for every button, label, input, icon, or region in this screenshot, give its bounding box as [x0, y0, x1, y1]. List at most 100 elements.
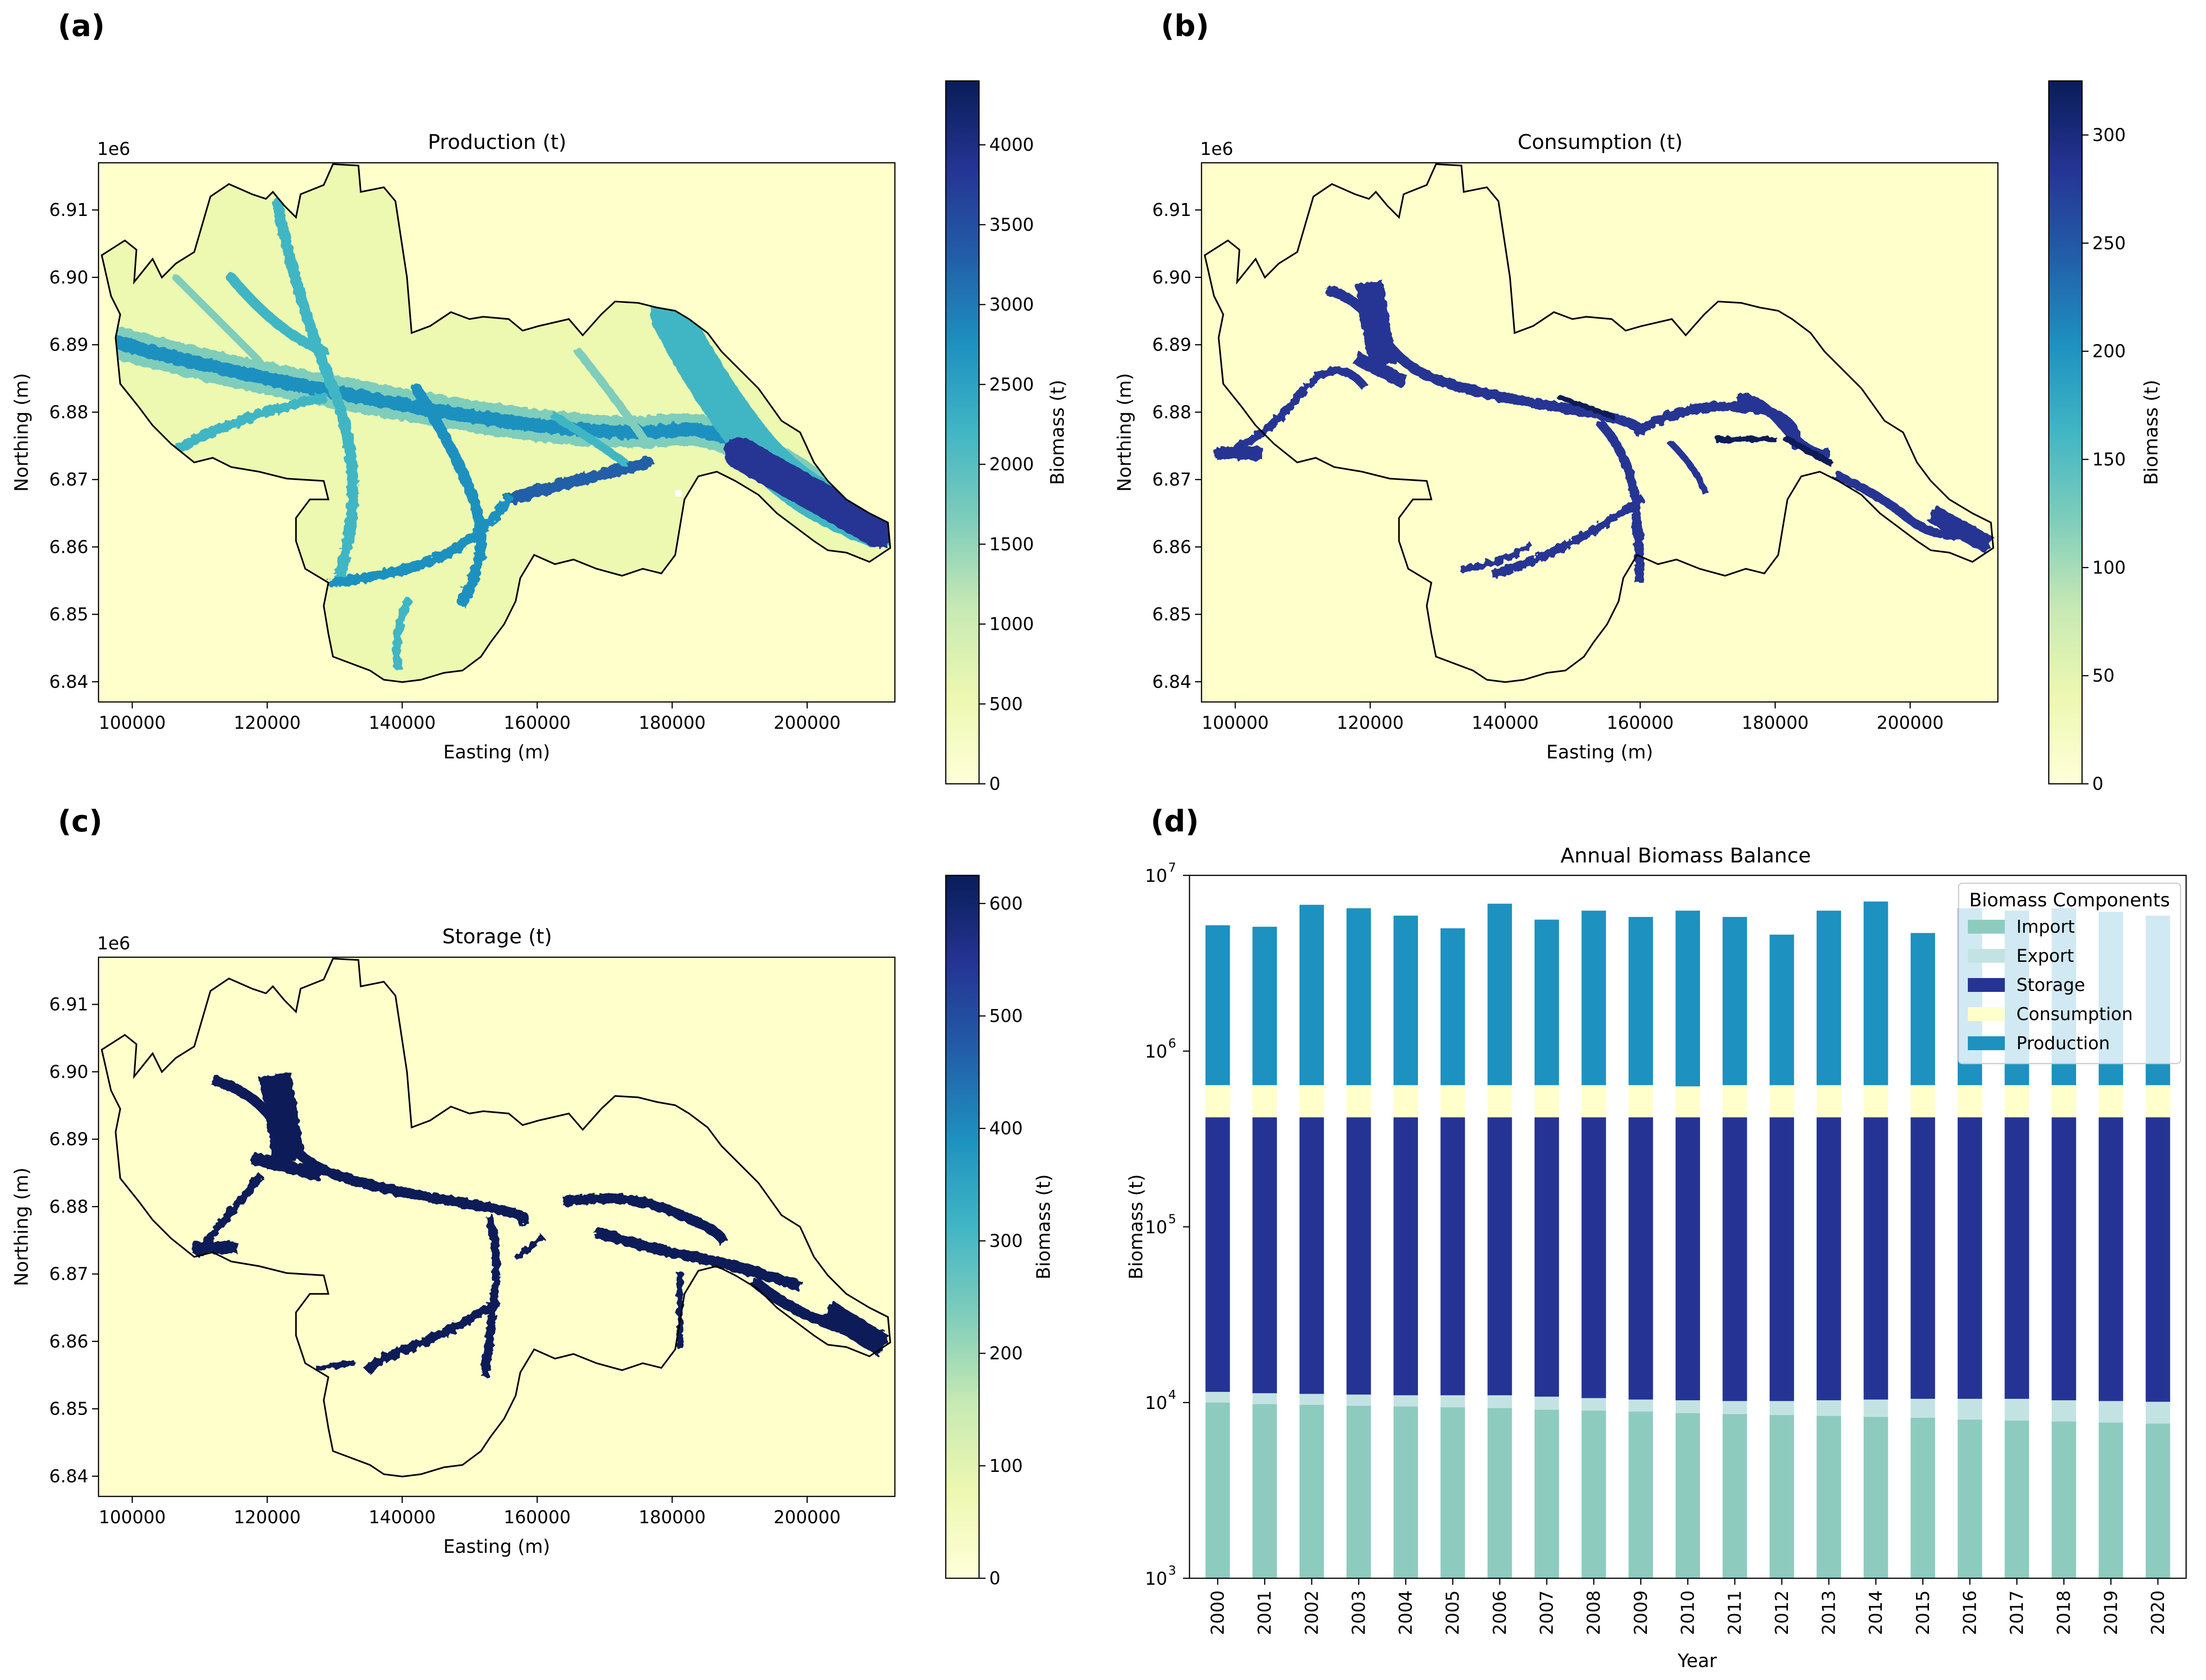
bar-consumption-2008	[1581, 1085, 1606, 1118]
annual-balance-panel: (d) Annual Biomass Balance 10 310 410 510 61…	[1126, 805, 2187, 1672]
bar-consumption-2002	[1299, 1085, 1324, 1118]
bar-production-2006	[1487, 904, 1512, 1085]
production-panel: (a) Production (t) 1e6	[11, 9, 1068, 794]
colorbar-tick-label: 500	[989, 694, 1023, 714]
bar-consumption-2001	[1252, 1085, 1277, 1118]
bar-import-2018	[2052, 1422, 2077, 1578]
bar-production-2008	[1581, 911, 1606, 1085]
x-axis-label: Easting (m)	[1546, 742, 1653, 763]
bar-import-2011	[1722, 1414, 1747, 1578]
map-background	[1202, 163, 1998, 702]
bar-storage-2014	[1863, 1117, 1888, 1400]
bar-import-2010	[1676, 1413, 1700, 1578]
y-tick-exponent: 3	[1168, 1563, 1176, 1578]
bar-export-2009	[1628, 1399, 1653, 1412]
bar-consumption-2004	[1393, 1085, 1418, 1118]
colorbar-tick-label: 600	[989, 893, 1023, 914]
y-tick-label: 6.91	[49, 200, 88, 220]
bar-import-2001	[1252, 1404, 1277, 1578]
bar-consumption-2010	[1676, 1086, 1700, 1118]
bar-export-2014	[1863, 1399, 1888, 1417]
y-tick-label: 10	[1145, 1393, 1167, 1413]
axes-frame	[1201, 162, 1999, 703]
colorbar-ticks: 0 100 200 300 400 500 600	[979, 893, 1023, 1588]
x-tick-label: 160000	[504, 1507, 571, 1527]
y-axis-label: Northing (m)	[1114, 373, 1135, 492]
bar-storage-2003	[1346, 1117, 1371, 1395]
legend-swatch-import	[1968, 920, 2005, 934]
x-axis-ticks: 100000 120000 140000 160000 180000 200000	[1202, 702, 1944, 733]
x-tick-label: 200000	[1877, 713, 1944, 733]
bar-production-2010	[1676, 911, 1700, 1087]
colorbar-tick-label: 200	[2092, 341, 2126, 362]
y-tick-label: 10	[1145, 1569, 1167, 1589]
colorbar-label: Biomass (t)	[1033, 1174, 1054, 1280]
bar-export-2001	[1252, 1393, 1277, 1404]
bar-export-2000	[1205, 1391, 1230, 1403]
x-tick-label: 2005	[1442, 1590, 1463, 1635]
bar-storage-2015	[1910, 1117, 1935, 1399]
bar-production-2014	[1863, 901, 1888, 1085]
panel-letter: (a)	[58, 9, 105, 43]
x-tick-label: 180000	[639, 1507, 706, 1527]
map-background	[99, 957, 895, 1496]
bar-storage-2020	[2145, 1117, 2170, 1402]
colorbar-tick-label: 500	[989, 1006, 1023, 1026]
y-tick-label: 10	[1145, 1041, 1167, 1062]
panel-letter: (d)	[1151, 805, 1199, 839]
legend-swatch-production	[1968, 1036, 2005, 1050]
bar-import-2005	[1440, 1407, 1465, 1578]
bar-export-2015	[1910, 1398, 1935, 1418]
x-tick-label: 100000	[1202, 713, 1269, 733]
bar-production-2012	[1769, 935, 1794, 1085]
colorbar-tick-label: 0	[989, 1568, 1000, 1588]
bar-storage-2002	[1299, 1117, 1324, 1394]
x-tick-label: 2014	[1866, 1590, 1886, 1635]
colorbar-ticks: 0 50 100 150 200 250 300	[2082, 125, 2126, 794]
bar-consumption-2012	[1769, 1085, 1794, 1118]
bar-consumption-2017	[2004, 1085, 2029, 1118]
heat-layer	[193, 1071, 890, 1377]
bar-production-2000	[1205, 925, 1230, 1085]
x-tick-label: 2017	[2007, 1590, 2027, 1635]
bar-import-2004	[1393, 1406, 1418, 1578]
bar-export-2006	[1487, 1395, 1512, 1408]
bar-consumption-2019	[2098, 1085, 2123, 1118]
x-tick-label: 140000	[369, 713, 436, 733]
colorbar-tick-label: 3000	[989, 295, 1034, 315]
y-axis-ticks: 6.84 6.85 6.86 6.87 6.88 6.89 6.90 6.91	[49, 994, 99, 1486]
bar-storage-2006	[1487, 1117, 1512, 1396]
colorbar-tick-label: 1500	[989, 534, 1034, 554]
bar-export-2013	[1817, 1400, 1841, 1416]
y-tick-label: 6.85	[49, 1399, 88, 1419]
bar-consumption-2005	[1440, 1085, 1465, 1118]
bar-storage-2018	[2052, 1117, 2077, 1401]
colorbar-tick-label: 4000	[989, 135, 1034, 155]
colorbar-tick-label: 100	[989, 1456, 1023, 1476]
bar-production-2001	[1252, 927, 1277, 1085]
x-tick-label: 2016	[1960, 1590, 1980, 1635]
bar-export-2002	[1299, 1394, 1324, 1405]
y-tick-label: 6.89	[49, 1129, 88, 1150]
bar-consumption-2013	[1817, 1085, 1841, 1118]
x-tick-label: 2000	[1208, 1590, 1228, 1635]
x-tick-label: 2001	[1255, 1590, 1275, 1635]
x-tick-label: 2013	[1818, 1590, 1839, 1635]
y-tick-label: 10	[1145, 866, 1167, 886]
panel-letter: (b)	[1161, 9, 1209, 43]
bar-import-2002	[1299, 1405, 1324, 1578]
bar-storage-2016	[1957, 1117, 1982, 1399]
bar-export-2012	[1769, 1401, 1794, 1415]
x-tick-label: 120000	[1337, 713, 1404, 733]
y-axis-label: Northing (m)	[11, 373, 32, 492]
bar-import-2017	[2004, 1420, 2029, 1578]
bar-import-2008	[1581, 1410, 1606, 1578]
bar-production-2011	[1722, 917, 1747, 1085]
y-tick-label: 6.88	[49, 1196, 88, 1217]
bar-export-2010	[1676, 1400, 1700, 1413]
x-tick-label: 2003	[1349, 1590, 1369, 1635]
legend-swatch-consumption	[1968, 1007, 2005, 1021]
bar-export-2011	[1722, 1401, 1747, 1414]
